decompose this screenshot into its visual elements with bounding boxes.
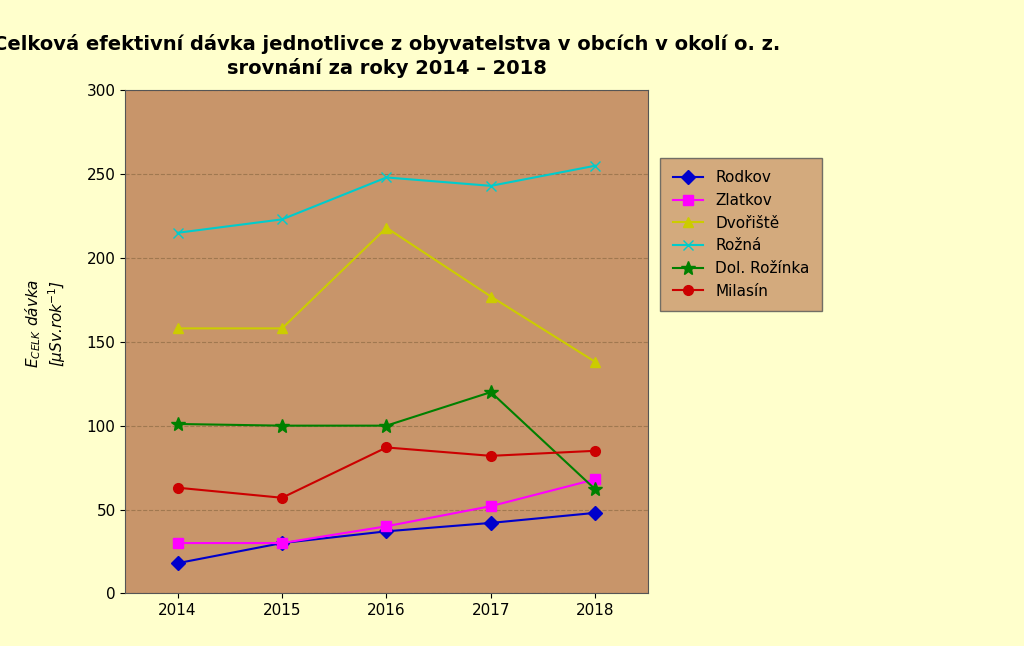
- Rožná: [380, 174, 392, 182]
- Zlatkov: [171, 539, 183, 547]
- Line: Rodkov: Rodkov: [173, 508, 600, 568]
- Dvořiště: [589, 358, 601, 366]
- Rodkov: [171, 559, 183, 567]
- Dol. Rožínka: [380, 422, 392, 430]
- Line: Dol. Rožínka: Dol. Rožínka: [171, 385, 602, 496]
- Milasín: [589, 447, 601, 455]
- Dol. Rožínka: [589, 486, 601, 494]
- Milasín: [380, 444, 392, 452]
- Zlatkov: [484, 503, 497, 510]
- Rodkov: [484, 519, 497, 526]
- Line: Rožná: Rožná: [173, 161, 600, 238]
- Rožná: [171, 229, 183, 236]
- Rodkov: [275, 539, 288, 547]
- Rodkov: [589, 509, 601, 517]
- Rožná: [275, 216, 288, 224]
- Dvořiště: [275, 324, 288, 332]
- Zlatkov: [275, 539, 288, 547]
- Rožná: [589, 162, 601, 170]
- Milasín: [484, 452, 497, 460]
- Title: Celková efektivní dávka jednotlivce z obyvatelstva v obcích v okolí o. z.
srovná: Celková efektivní dávka jednotlivce z ob…: [0, 34, 780, 78]
- Dol. Rožínka: [275, 422, 288, 430]
- Rodkov: [380, 527, 392, 535]
- Dol. Rožínka: [484, 388, 497, 396]
- Line: Milasín: Milasín: [173, 443, 600, 503]
- Milasín: [171, 484, 183, 492]
- Dvořiště: [484, 293, 497, 300]
- Zlatkov: [380, 523, 392, 530]
- Dvořiště: [380, 224, 392, 232]
- Text: $E_{CELK}$ dávka
[μSv.rok$^{-1}$]: $E_{CELK}$ dávka [μSv.rok$^{-1}$]: [24, 278, 69, 368]
- Legend: Rodkov, Zlatkov, Dvořiště, Rožná, Dol. Rožínka, Milasín: Rodkov, Zlatkov, Dvořiště, Rožná, Dol. R…: [660, 158, 822, 311]
- Dvořiště: [171, 324, 183, 332]
- Line: Dvořiště: Dvořiště: [173, 223, 600, 367]
- Rožná: [484, 182, 497, 190]
- Dol. Rožínka: [171, 420, 183, 428]
- Line: Zlatkov: Zlatkov: [173, 474, 600, 548]
- Zlatkov: [589, 475, 601, 483]
- Milasín: [275, 494, 288, 502]
